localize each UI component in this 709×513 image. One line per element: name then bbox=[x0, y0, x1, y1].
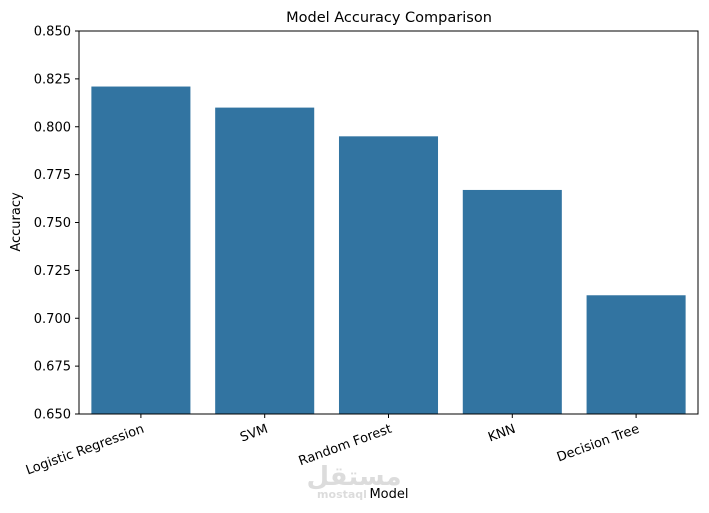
x-axis-label: Model bbox=[369, 487, 408, 502]
watermark-caption: mostaql bbox=[317, 488, 367, 501]
bars-group bbox=[91, 86, 686, 414]
x-tick-label: Decision Tree bbox=[555, 422, 641, 466]
bar-decision-tree bbox=[586, 295, 686, 414]
y-tick-label: 0.850 bbox=[34, 25, 71, 40]
y-tick-label: 0.825 bbox=[34, 72, 71, 87]
y-axis-label: Accuracy bbox=[9, 192, 24, 252]
y-tick-label: 0.675 bbox=[34, 360, 71, 375]
bar-logistic-regression bbox=[91, 86, 191, 414]
y-tick-label: 0.700 bbox=[34, 312, 71, 327]
watermark-logo-text: مستقل bbox=[306, 462, 401, 492]
y-tick-label: 0.650 bbox=[34, 408, 71, 423]
bar-svm bbox=[215, 107, 315, 414]
x-tick-label: SVM bbox=[238, 422, 270, 446]
x-tick-label: KNN bbox=[486, 422, 517, 446]
bar-random-forest bbox=[338, 136, 439, 414]
watermark-logo: مستقل mostaql bbox=[306, 462, 401, 501]
x-tick-label: Logistic Regression bbox=[24, 422, 146, 479]
y-tick-label: 0.800 bbox=[34, 120, 71, 135]
y-tick-label: 0.750 bbox=[34, 216, 71, 231]
plot-frame bbox=[78, 30, 699, 415]
y-tick-label: 0.775 bbox=[34, 168, 71, 183]
y-axis: 0.650 0.675 0.700 0.725 0.750 0.775 0.800 0.825… bbox=[34, 25, 79, 423]
y-tick-label: 0.725 bbox=[34, 264, 71, 279]
chart-title: Model Accuracy Comparison bbox=[286, 10, 492, 26]
bar-knn bbox=[462, 189, 562, 414]
